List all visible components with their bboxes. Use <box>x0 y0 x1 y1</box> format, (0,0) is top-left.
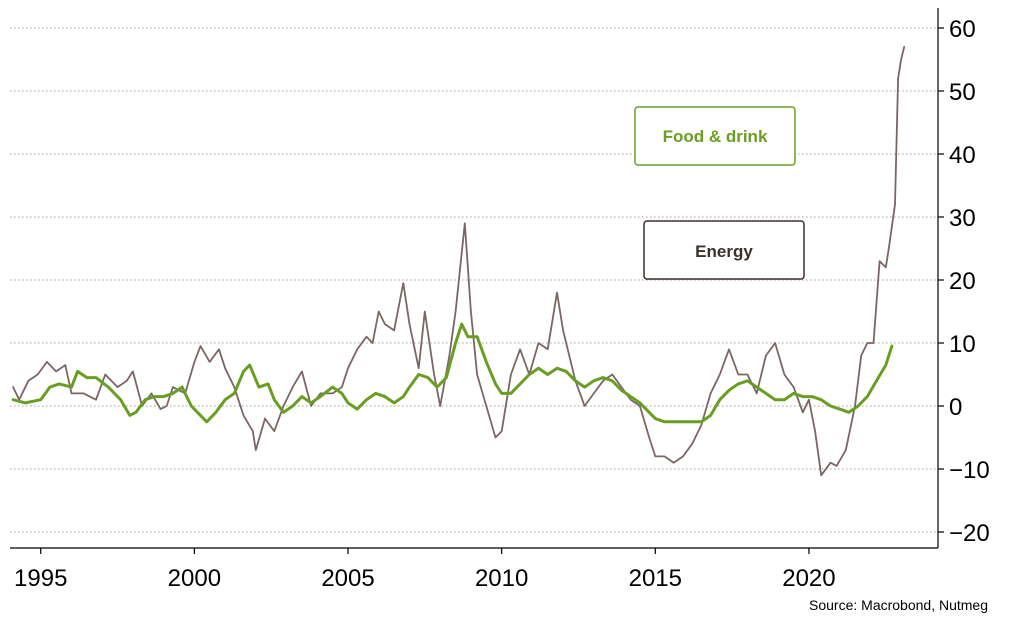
y-tick-label--10: −10 <box>949 457 990 484</box>
y-tick-labels: 60 50 40 30 20 10 0 −10 −20 <box>949 16 990 547</box>
legend-energy-label: Energy <box>695 242 753 261</box>
y-tick-label-40: 40 <box>949 142 976 169</box>
legend-energy: Energy <box>643 220 805 280</box>
series-line-energy <box>12 46 906 477</box>
y-tick-label-20: 20 <box>949 268 976 295</box>
y-tick-label-0: 0 <box>949 394 962 421</box>
x-tick-label-2015: 2015 <box>629 565 682 592</box>
legend-energy-box <box>643 220 805 280</box>
series-line-food-drink <box>11 322 894 424</box>
x-tick-label-2020: 2020 <box>782 565 835 592</box>
x-tick-label-2005: 2005 <box>321 565 374 592</box>
legend-food-drink-box <box>634 106 796 166</box>
gridlines <box>10 27 938 533</box>
y-tick-label-30: 30 <box>949 205 976 232</box>
series-lines <box>11 46 906 477</box>
y-tick-label-10: 10 <box>949 331 976 358</box>
x-tick-label-2000: 2000 <box>168 565 221 592</box>
y-tick-label-60: 60 <box>949 16 976 43</box>
legend-food-drink: Food & drink <box>634 106 796 166</box>
source-note: Source: Macrobond, Nutmeg <box>809 597 988 613</box>
y-tick-label-50: 50 <box>949 79 976 106</box>
legend-food-drink-label: Food & drink <box>663 127 768 146</box>
x-tick-labels: 1995 2000 2005 2010 2015 2020 <box>14 565 836 592</box>
x-tick-label-1995: 1995 <box>14 565 67 592</box>
x-tick-label-2010: 2010 <box>475 565 528 592</box>
y-tick-label--20: −20 <box>949 520 990 547</box>
axes <box>10 8 944 554</box>
